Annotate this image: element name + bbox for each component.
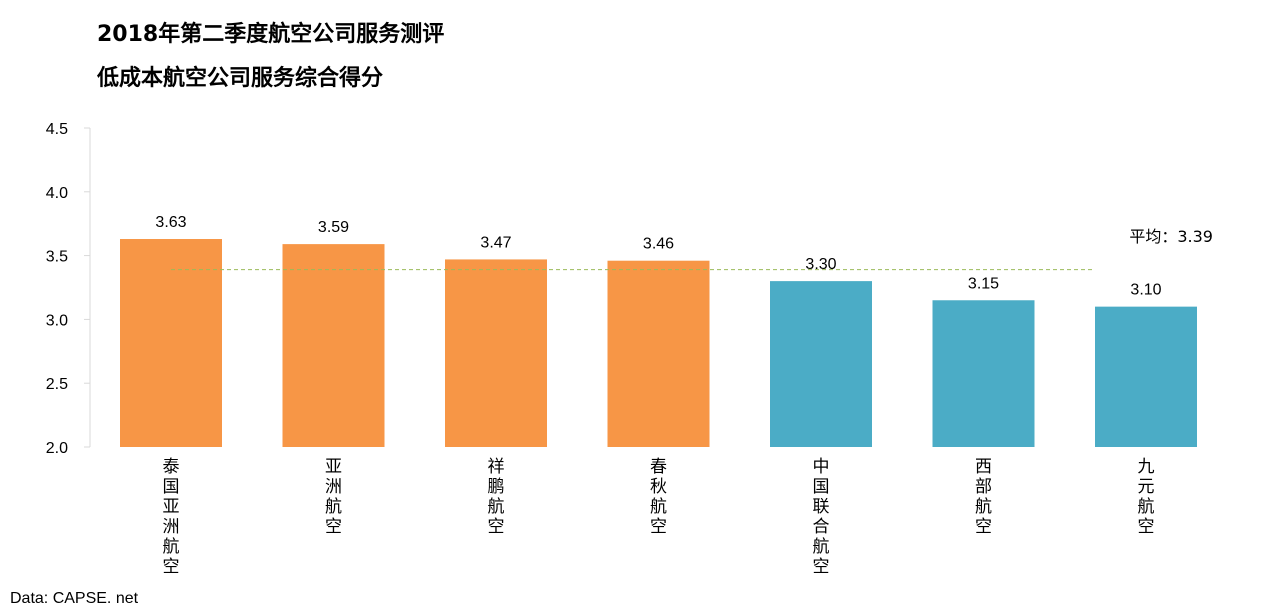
bar [282, 244, 385, 447]
bar [1095, 306, 1197, 447]
bar [120, 239, 222, 447]
bar-chart: 2.02.53.03.54.04.5 平均：3.39 3.63 3.593.47 3… [46, 121, 1213, 577]
bar [932, 300, 1035, 447]
average-line-group: 平均：3.39 [171, 227, 1213, 271]
y-tick-label: 2.0 [46, 440, 68, 457]
bar-value-label: 3.59 [318, 219, 349, 236]
bar-value-label: 3.46 [643, 236, 674, 253]
chart-title: 2018年第二季度航空公司服务测评 [97, 22, 445, 47]
bar [770, 281, 872, 447]
data-source-note: Data: CAPSE. net [10, 590, 139, 607]
chart-subtitle: 低成本航空公司服务综合得分 [97, 66, 384, 91]
bar [445, 259, 547, 447]
bar-value-label: 3.30 [805, 256, 836, 273]
bar-value-label: 3.15 [968, 275, 999, 292]
value-labels-group: 3.63 3.59 3.47 3.46 3.30 3.15 3.10 [155, 214, 1161, 299]
average-label: 平均：3.39 [1129, 227, 1213, 246]
category-label: 祥鹏航空 [488, 457, 505, 537]
bar-value-label: 3.47 [480, 234, 511, 251]
y-tick-label: 3.0 [46, 312, 68, 329]
y-tick-label: 3.5 [46, 249, 68, 266]
bar-value-label: 3.10 [1130, 282, 1161, 299]
category-label: 九元航空 [1138, 457, 1155, 537]
category-label: 中国联合航空 [813, 457, 830, 577]
category-label: 泰国亚洲航空 [163, 457, 180, 577]
bar [607, 260, 710, 447]
category-label: 春秋航空 [650, 457, 667, 537]
category-labels-group: 泰国亚洲航空 亚洲航空 祥鹏航空 春秋航空 中国联合航空 西部航空 九元航空 [163, 457, 1155, 577]
category-label: 亚洲航空 [325, 457, 342, 537]
y-tick-label: 4.0 [46, 185, 68, 202]
y-tick-label: 4.5 [46, 121, 68, 138]
bar-value-label: 3.63 [155, 214, 186, 231]
y-tick-label: 2.5 [46, 376, 68, 393]
category-label: 西部航空 [975, 457, 992, 537]
bars-group [120, 239, 1197, 447]
y-axis-ticks: 2.0 2.5 3.0 3.5 4.0 4.5 [46, 121, 90, 457]
